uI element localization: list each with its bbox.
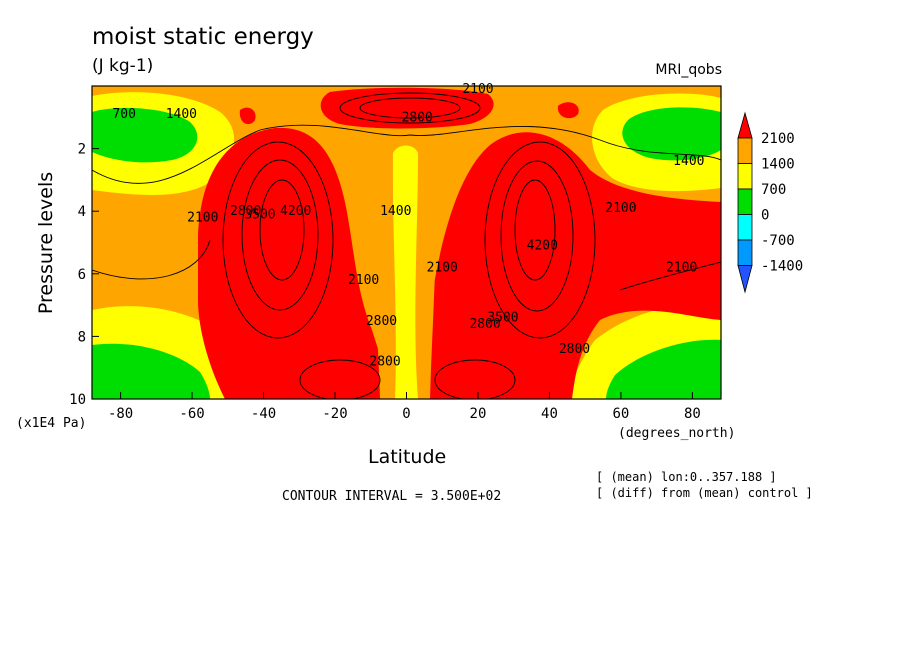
- y-tick-label-3: 8: [78, 329, 86, 345]
- x-axis-units: (degrees_north): [618, 426, 736, 441]
- y-tick-label-0: 2: [78, 142, 86, 158]
- colorbar-label-2: 700: [761, 182, 786, 198]
- contour-label-11: 2100: [427, 261, 458, 276]
- contour-label-16: 2100: [605, 201, 636, 216]
- note-mean-lon: [ (mean) lon:0..357.188 ]: [596, 470, 777, 484]
- contour-label-6: 2100: [187, 210, 218, 225]
- colorbar-box-3: [737, 214, 753, 241]
- region-green-east-bottom: [606, 339, 721, 399]
- region-red-spot-west: [239, 107, 256, 125]
- contour-label-15: 4200: [527, 239, 558, 254]
- contour-label-1: 2800: [402, 110, 433, 125]
- contour-lines: [92, 92, 721, 399]
- region-green-west-top: [92, 107, 198, 163]
- region-red-east: [425, 132, 721, 399]
- colorbar-box-4: [737, 239, 753, 266]
- contour-label-19: 2800: [369, 354, 400, 369]
- colorbar-label-5: -1400: [761, 259, 803, 275]
- x-tick-label-0: -80: [108, 406, 133, 422]
- x-axis-label: Latitude: [368, 446, 447, 468]
- region-yellow-equator: [392, 145, 418, 399]
- contour-label-8: 3500: [244, 207, 275, 222]
- contour-label-10: 2100: [348, 273, 379, 288]
- contour-label-7: 2800: [230, 204, 261, 219]
- colorbar-label-0: 2100: [761, 131, 795, 147]
- region-red-spot-east: [557, 102, 579, 119]
- contour-label-17: 2100: [666, 261, 697, 276]
- contour-label-13: 2800: [469, 317, 500, 332]
- colorbar-label-1: 1400: [761, 157, 795, 173]
- y-tick-label-4: 10: [69, 392, 86, 408]
- x-tick-label-2: -40: [251, 406, 276, 422]
- region-red-top: [320, 87, 494, 129]
- dataset-label: MRI_qobs: [655, 62, 722, 78]
- contour-east-3: [484, 141, 596, 339]
- chart-title: moist static energy: [92, 24, 314, 50]
- contour-bottom-west: [299, 359, 381, 399]
- x-tick-label-1: -60: [179, 406, 204, 422]
- contour-mid-2: [92, 239, 211, 280]
- x-tick-label-3: -20: [322, 406, 347, 422]
- region-red-west: [198, 127, 390, 399]
- contour-top-2: [339, 92, 481, 124]
- note-diff-control: [ (diff) from (mean) control ]: [596, 486, 813, 500]
- colorbar-box-2: [737, 188, 753, 215]
- contour-label-0: 2100: [462, 82, 493, 97]
- contour-label-2: 700: [112, 107, 135, 122]
- contour-top-1: [359, 97, 461, 119]
- contour-label-4: 1400: [673, 154, 704, 169]
- filled-contours: [92, 86, 721, 399]
- contour-label-14: 3500: [487, 311, 518, 326]
- contour-mid-1: [92, 124, 721, 184]
- contour-east-2: [500, 160, 574, 312]
- contour-label-12: 2800: [366, 314, 397, 329]
- x-tick-label-7: 60: [613, 406, 630, 422]
- contour-label-5: 1400: [380, 204, 411, 219]
- x-tick-label-4: 0: [402, 406, 410, 422]
- x-tick-label-5: 20: [470, 406, 487, 422]
- colorbar: 2100 1400 700 0 -700 -1400: [737, 111, 803, 294]
- contour-interval-text: CONTOUR INTERVAL = 3.500E+02: [282, 489, 502, 504]
- colorbar-label-4: -700: [761, 233, 795, 249]
- region-green-east-top: [622, 107, 721, 161]
- contour-west-2: [241, 159, 319, 311]
- colorbar-box-0: [737, 137, 753, 164]
- x-tick-label-8: 80: [684, 406, 701, 422]
- contour-label-9: 4200: [280, 204, 311, 219]
- y-tick-label-1: 4: [78, 204, 86, 220]
- y-ticks: 2 4 6 8 10: [69, 142, 99, 408]
- colorbar-label-3: 0: [761, 208, 769, 224]
- contour-east-1: [514, 179, 556, 281]
- colorbar-box-1: [737, 163, 753, 190]
- contour-bottom-east: [434, 359, 516, 399]
- colorbar-arrow-bottom: [737, 265, 753, 294]
- chart-subtitle: (J kg-1): [92, 56, 154, 76]
- contour-west-1: [259, 179, 305, 281]
- region-green-west-bottom: [92, 343, 210, 399]
- y-axis-units: (x1E4 Pa): [16, 416, 87, 431]
- contour-label-3: 1400: [166, 107, 197, 122]
- contour-west-3: [222, 141, 334, 339]
- contour-label-18: 2800: [559, 342, 590, 357]
- y-tick-label-2: 6: [78, 267, 86, 283]
- x-tick-label-6: 40: [541, 406, 558, 422]
- contour-mid-3: [619, 261, 721, 291]
- x-ticks: -80 -60 -40 -20 0 20 40 60 80: [108, 392, 701, 422]
- colorbar-arrow-top: [737, 111, 753, 139]
